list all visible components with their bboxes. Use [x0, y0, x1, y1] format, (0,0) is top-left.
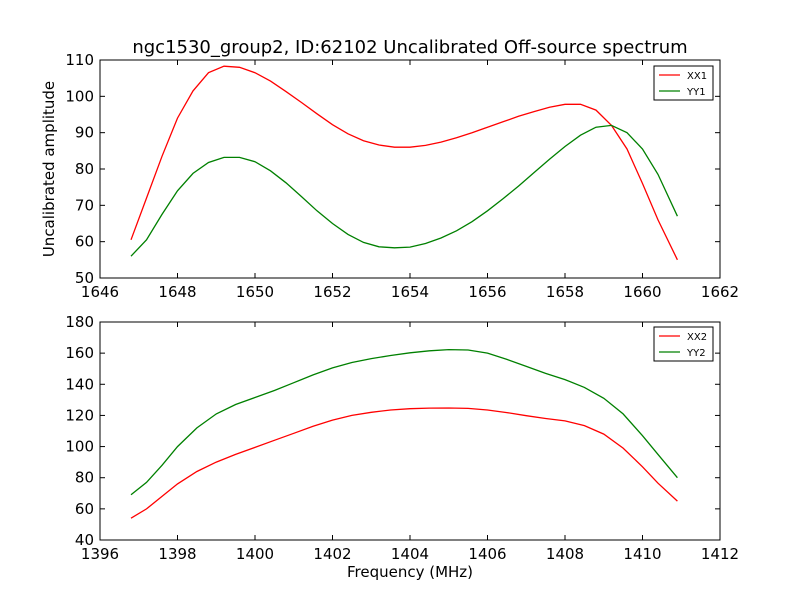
- x-tick-label: 1406: [468, 545, 506, 563]
- x-tick-label: 1408: [546, 545, 584, 563]
- series-line-xx1: [130, 65, 678, 261]
- x-tick-label: 1662: [701, 283, 739, 301]
- bottom-panel: 1396 1398 1400 1402 1404 1406 1408 1410 1412 40 60…: [65, 313, 739, 563]
- top-panel: 1646 1648 1650 1652 1654 1656 1658 1660 1662 50 60…: [65, 51, 739, 301]
- x-tick-label: 1658: [546, 283, 584, 301]
- x-tick-label: 1396: [81, 545, 119, 563]
- x-tick-label: 1410: [623, 545, 661, 563]
- x-tick-label: 1646: [81, 283, 119, 301]
- y-tick-label: 160: [65, 344, 94, 362]
- x-tick-label: 1398: [158, 545, 196, 563]
- y-tick-label: 40: [75, 531, 94, 549]
- y-tick-label: 110: [65, 51, 94, 69]
- y-tick-label: 90: [75, 124, 94, 142]
- x-tick-label: 1404: [391, 545, 429, 563]
- legend-label-xx2: XX2: [687, 332, 707, 343]
- y-tick-label: 80: [75, 469, 94, 487]
- x-tick-label: 1402: [313, 545, 351, 563]
- x-axis-label: Frequency (MHz): [347, 563, 473, 581]
- y-tick-label: 100: [65, 438, 94, 456]
- y-tick-label: 60: [75, 233, 94, 251]
- x-tick-label: 1656: [468, 283, 506, 301]
- x-tick-label: 1650: [236, 283, 274, 301]
- y-tick-label: 60: [75, 500, 94, 518]
- y-tick-label: 100: [65, 87, 94, 105]
- legend-box: [653, 65, 714, 101]
- x-tick-label: 1412: [701, 545, 739, 563]
- x-tick-label: 1660: [623, 283, 661, 301]
- x-tick-label: 1654: [391, 283, 429, 301]
- legend-label-yy2: YY2: [686, 348, 706, 359]
- y-axis-label: Uncalibrated amplitude: [40, 81, 58, 257]
- y-tick-label: 50: [75, 269, 94, 287]
- x-tick-label: 1652: [313, 283, 351, 301]
- x-tick-label: 1648: [158, 283, 196, 301]
- y-tick-label: 140: [65, 375, 94, 393]
- legend-label-xx1: XX1: [687, 71, 707, 82]
- legend-label-yy1: YY1: [686, 87, 706, 98]
- y-tick-label: 70: [75, 196, 94, 214]
- plot-frame: [99, 59, 721, 279]
- y-tick-label: 80: [75, 160, 94, 178]
- y-tick-label: 180: [65, 313, 94, 331]
- series-line-yy2: [130, 348, 678, 496]
- y-tick-label: 120: [65, 406, 94, 424]
- series-line-xx2: [130, 407, 678, 519]
- plot-frame: [99, 321, 721, 541]
- chart-title: ngc1530_group2, ID:62102 Uncalibrated Of…: [132, 37, 687, 58]
- series-line-yy1: [130, 124, 678, 257]
- legend-box: [653, 326, 714, 362]
- x-tick-label: 1400: [236, 545, 274, 563]
